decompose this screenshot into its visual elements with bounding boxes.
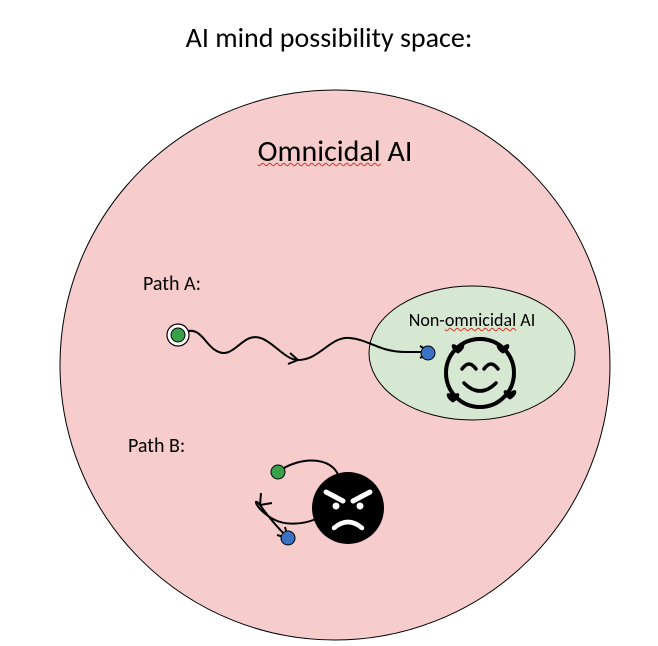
angry-eye-right	[357, 503, 364, 510]
inner-region	[369, 286, 575, 420]
diagram-canvas	[0, 0, 658, 646]
angry-eye-left	[333, 503, 340, 510]
path-b-label-text: Path B:	[128, 434, 185, 458]
outer-region-label-suffix: AI	[381, 133, 413, 170]
inner-region-label-word: omnicidal	[445, 309, 516, 331]
outer-region-label: Omnicidal AI	[258, 133, 413, 170]
inner-region-label-prefix: Non-	[409, 309, 445, 331]
angry-face-fill	[312, 472, 384, 544]
inner-region-label: Non-omnicidal AI	[409, 309, 536, 331]
path-a-end-dot	[421, 346, 435, 360]
path-a-start-dot	[171, 328, 185, 342]
path-a-label: Path A:	[143, 272, 201, 296]
path-b-end-dot	[281, 531, 295, 545]
outer-region-label-word: Omnicidal	[258, 133, 381, 170]
path-b-label: Path B:	[128, 434, 185, 458]
angry-face-icon	[312, 472, 384, 544]
inner-region-label-suffix: AI	[516, 309, 535, 331]
path-a-label-text: Path A:	[143, 272, 201, 296]
path-b-start-dot	[271, 465, 285, 479]
